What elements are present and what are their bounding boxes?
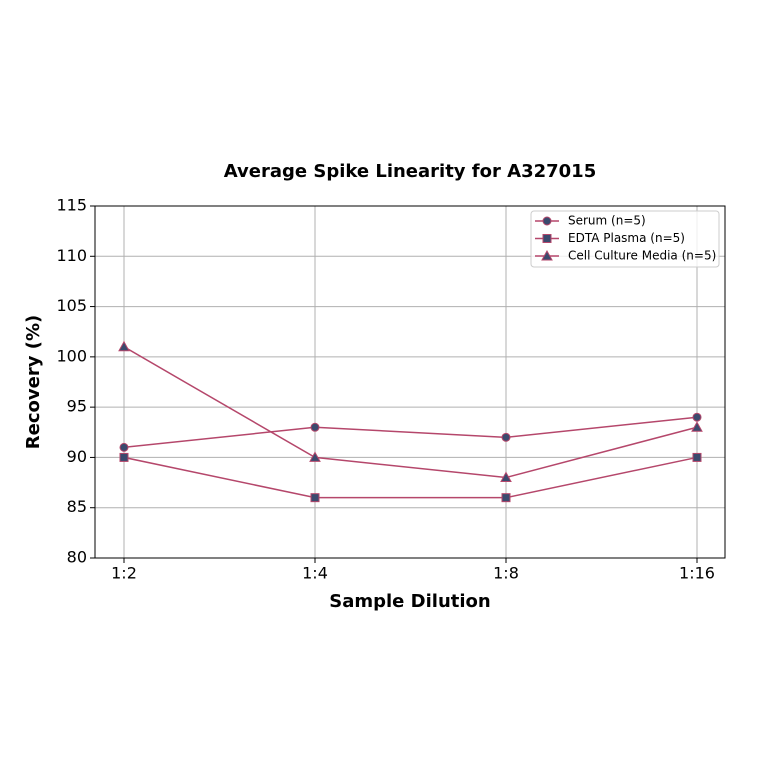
- y-tick-label: 100: [56, 346, 87, 365]
- y-tick-label: 110: [56, 246, 87, 265]
- marker: [692, 452, 702, 462]
- marker: [691, 421, 703, 432]
- marker: [541, 249, 553, 261]
- legend-label: EDTA Plasma (n=5): [568, 231, 685, 245]
- legend-label: Serum (n=5): [568, 214, 646, 228]
- marker: [542, 234, 552, 243]
- y-tick-label: 105: [56, 296, 87, 315]
- marker: [119, 452, 129, 462]
- x-tick-label: 1:16: [679, 564, 715, 583]
- y-tick-label: 90: [67, 447, 87, 466]
- y-tick-label: 115: [56, 196, 87, 215]
- chart-title: Average Spike Linearity for A327015: [224, 161, 596, 182]
- y-tick-label: 80: [67, 548, 87, 567]
- marker: [310, 493, 320, 503]
- series-line: [123, 346, 698, 479]
- x-tick-label: 1:2: [111, 564, 137, 583]
- marker: [309, 451, 321, 462]
- marker: [501, 432, 511, 442]
- marker: [542, 216, 552, 226]
- legend-box: [530, 210, 720, 268]
- x-tick-label: 1:4: [302, 564, 328, 583]
- legend-label: Cell Culture Media (n=5): [568, 249, 716, 263]
- y-axis-label: Recovery (%): [23, 315, 44, 449]
- series-line: [123, 456, 698, 499]
- marker: [310, 422, 320, 432]
- marker: [692, 412, 702, 422]
- plot-frame: [94, 205, 726, 559]
- marker: [500, 471, 512, 483]
- x-axis-label: Sample Dilution: [329, 591, 490, 612]
- marker: [501, 493, 511, 503]
- marker: [119, 442, 129, 452]
- y-tick-label: 95: [67, 397, 87, 416]
- series-line: [123, 416, 698, 449]
- x-tick-label: 1:8: [493, 564, 519, 583]
- marker: [118, 340, 130, 352]
- y-tick-label: 85: [67, 497, 87, 516]
